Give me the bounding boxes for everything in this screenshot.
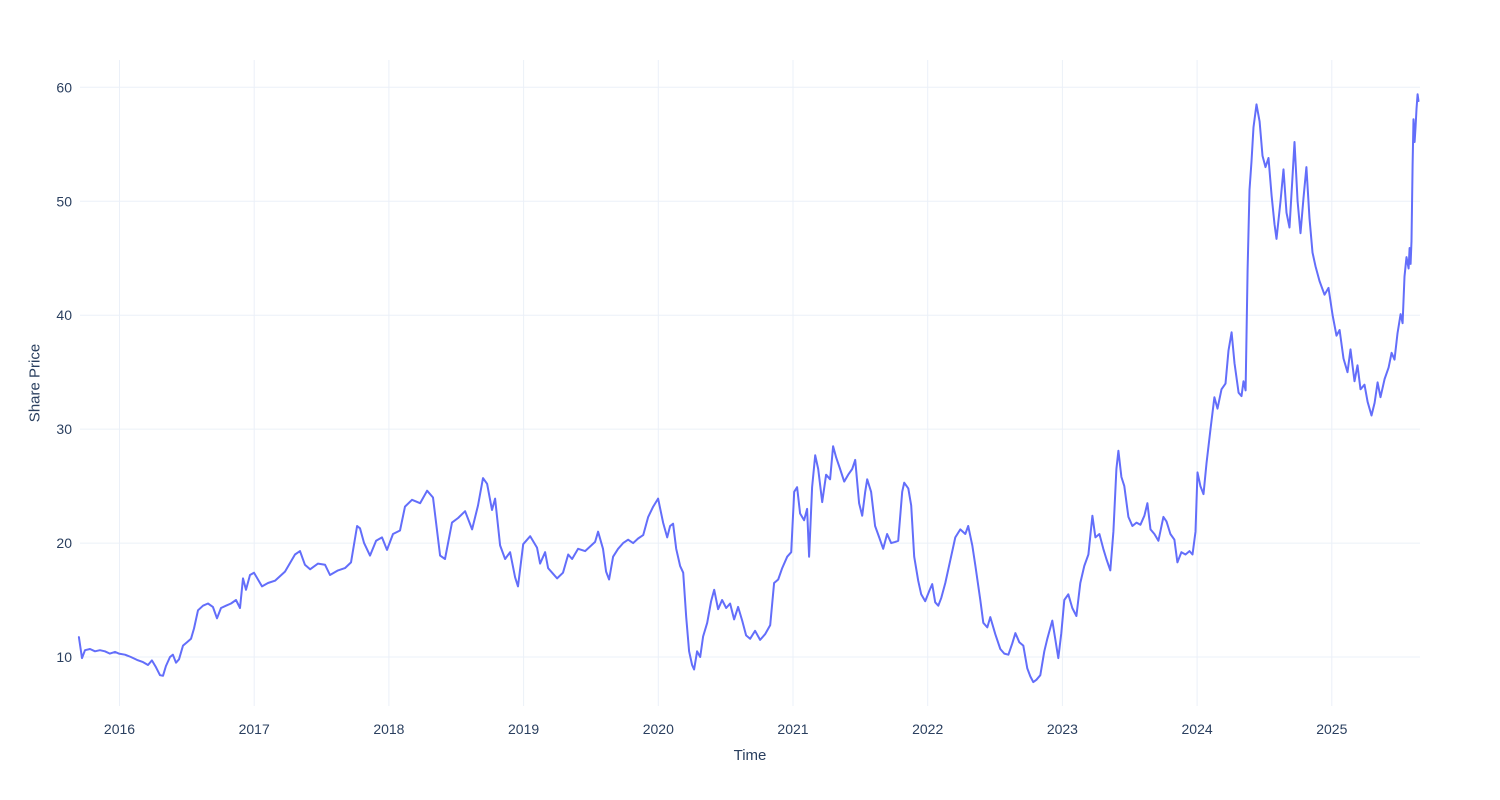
x-tick-label: 2022 bbox=[912, 721, 943, 737]
x-tick-label: 2016 bbox=[104, 721, 135, 737]
x-tick-label: 2019 bbox=[508, 721, 539, 737]
y-tick-label: 60 bbox=[56, 79, 72, 95]
x-tick-label: 2020 bbox=[643, 721, 674, 737]
y-axis-title: Share Price bbox=[26, 343, 44, 423]
y-tick-label: 20 bbox=[56, 535, 72, 551]
x-tick-label: 2021 bbox=[777, 721, 808, 737]
gridlines bbox=[80, 60, 1420, 706]
y-tick-label: 40 bbox=[56, 307, 72, 323]
x-tick-label: 2017 bbox=[239, 721, 270, 737]
x-tick-label: 2023 bbox=[1047, 721, 1078, 737]
y-tick-label: 10 bbox=[56, 649, 72, 665]
y-tick-label: 30 bbox=[56, 421, 72, 437]
plot-area[interactable] bbox=[80, 60, 1420, 706]
x-tick-label: 2025 bbox=[1316, 721, 1347, 737]
x-axis-title: Time bbox=[733, 747, 767, 764]
x-tick-label: 2024 bbox=[1182, 721, 1213, 737]
tick-labels: 10 20 30 40 50 60 2016 2017 2018 2019 2020 2021 2022… bbox=[56, 79, 1347, 737]
y-tick-label: 50 bbox=[56, 193, 72, 209]
price-line-series[interactable] bbox=[77, 93, 1420, 684]
x-tick-label: 2018 bbox=[373, 721, 404, 737]
